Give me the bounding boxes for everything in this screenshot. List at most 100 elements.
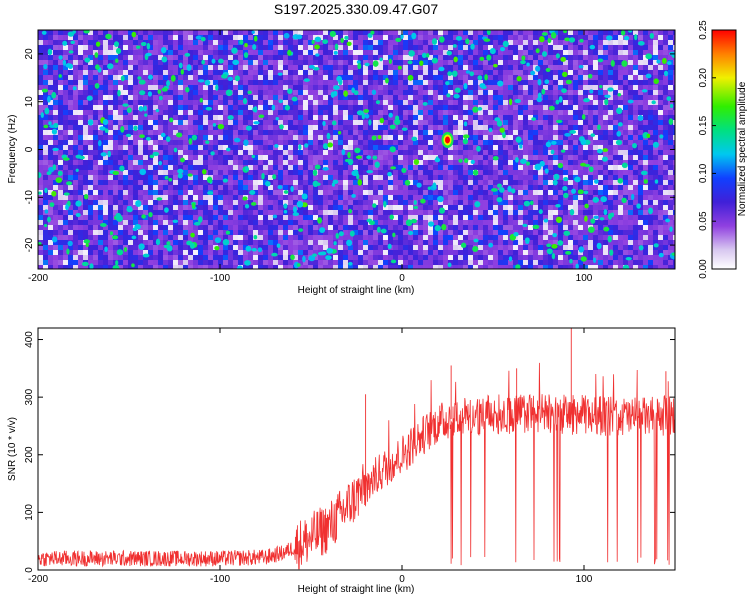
spectrogram-cell <box>38 125 44 131</box>
spectrogram-cell <box>383 215 389 221</box>
spectrogram-cell <box>53 220 59 226</box>
spectrogram-cell <box>518 180 524 186</box>
spectrogram-cell <box>628 30 634 36</box>
spectrogram-cell <box>638 200 644 206</box>
spectrogram-cell <box>498 105 504 111</box>
spectrogram-cell <box>418 215 424 221</box>
spectrogram-cell <box>123 200 129 206</box>
spectrogram-cell <box>453 180 459 186</box>
spectrogram-cell <box>308 110 314 116</box>
spectrogram-cell <box>513 120 519 126</box>
spectrogram-cell <box>313 90 319 96</box>
spectrogram-cell <box>573 100 579 106</box>
spectrogram-cell <box>233 100 239 106</box>
spectrogram-cell <box>358 95 364 101</box>
spectrogram-cell <box>293 75 299 81</box>
spectrogram-cell <box>183 35 189 41</box>
spectrogram-cell <box>388 30 394 36</box>
spectrogram-cell <box>333 100 339 106</box>
spectrogram-cell <box>173 165 179 171</box>
spectrogram-cell <box>653 215 659 221</box>
spectrogram-cell <box>493 170 499 176</box>
spectrogram-cell <box>188 125 194 131</box>
spectrogram-cell <box>563 205 569 211</box>
spectrogram-cell <box>533 90 539 96</box>
spectrogram-cell <box>368 110 374 116</box>
spectrogram-cell <box>578 85 584 91</box>
spectrogram-cell <box>593 125 599 131</box>
spectrogram-cell <box>48 30 54 36</box>
spectrogram-cell <box>233 155 239 161</box>
spectrogram-cell <box>328 60 334 66</box>
spectrogram-cell <box>643 120 649 126</box>
spectrogram-cell <box>403 135 409 141</box>
spectrogram-cell <box>258 140 264 146</box>
spectrogram-cell <box>63 180 69 186</box>
spectrogram-cell <box>198 75 204 81</box>
spectrogram-cell <box>338 160 344 166</box>
spectrogram-cell <box>658 80 664 86</box>
spectrogram-cell <box>653 55 659 61</box>
spectrogram-cell <box>303 80 309 86</box>
spectrogram-cell <box>88 105 94 111</box>
spectrogram-cell <box>598 165 604 171</box>
spectrogram-cell <box>163 100 169 106</box>
spectrogram-cell <box>333 35 339 41</box>
spectrogram-cell <box>653 190 659 196</box>
spectrogram-cell <box>288 135 294 141</box>
spectrogram-cell <box>178 185 184 191</box>
spectrogram-cell <box>483 185 489 191</box>
spectrogram-cell <box>353 80 359 86</box>
spectrogram-cell <box>318 75 324 81</box>
spectrogram-cell <box>648 115 654 121</box>
spectrogram-cell <box>333 30 339 36</box>
spectrogram-cell <box>223 140 229 146</box>
spectrogram-cell <box>568 215 574 221</box>
spectrogram-cell <box>378 145 384 151</box>
spectrogram-cell <box>173 70 179 76</box>
spectrogram-cell <box>198 85 204 91</box>
spectrogram-cell <box>113 165 119 171</box>
spectrogram-cell <box>303 190 309 196</box>
spectrogram-cell <box>53 75 59 81</box>
spectrogram-cell <box>93 210 99 216</box>
spectrogram-cell <box>638 125 644 131</box>
spectrogram-cell <box>348 85 354 91</box>
spectrogram-cell <box>283 195 289 201</box>
spectrogram-cell <box>523 110 529 116</box>
spectrogram-cell <box>508 165 514 171</box>
spectrogram-cell <box>338 170 344 176</box>
spectrogram-cell <box>133 55 139 61</box>
spectrogram-cell <box>598 50 604 56</box>
spectrogram-cell <box>663 95 669 101</box>
spectrogram-cell <box>243 80 249 86</box>
spectrogram-cell <box>633 60 639 66</box>
spectrogram-cell <box>433 200 439 206</box>
spectrogram-cell <box>43 60 49 66</box>
spectrogram-cell <box>668 175 674 181</box>
spectrogram-cell <box>213 210 219 216</box>
spectrogram-cell <box>288 45 294 51</box>
spectrogram-cell <box>333 195 339 201</box>
spectrogram-cell <box>283 40 289 46</box>
spectrogram-cell <box>443 65 449 71</box>
spectrogram-cell <box>598 170 604 176</box>
spectrogram-cell <box>518 120 524 126</box>
spectrogram-cell <box>598 60 604 66</box>
spectrogram-cell <box>403 115 409 121</box>
spectrogram-cell <box>263 70 269 76</box>
spectrogram-cell <box>643 105 649 111</box>
spectrogram-cell <box>343 45 349 51</box>
spectrogram-cell <box>203 195 209 201</box>
spectrogram-cell <box>633 95 639 101</box>
spectrogram-cell <box>83 180 89 186</box>
spectrogram-cell <box>598 205 604 211</box>
spectrogram-cell <box>218 145 224 151</box>
spectrogram-cell <box>153 165 159 171</box>
spectrogram-cell <box>398 220 404 226</box>
spectrogram-cell <box>423 175 429 181</box>
spectrogram-cell <box>193 165 199 171</box>
spectrogram-cell <box>543 160 549 166</box>
spectrogram-cell <box>418 165 424 171</box>
spectrogram-cell <box>143 35 149 41</box>
